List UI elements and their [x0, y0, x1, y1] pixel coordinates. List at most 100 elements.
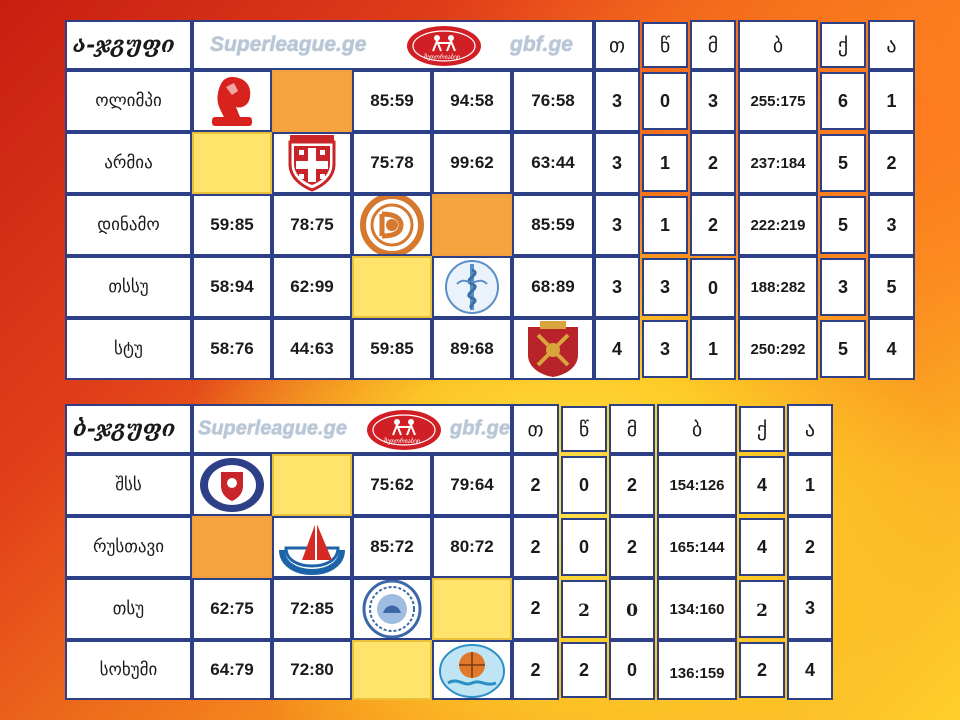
tssu-medical-logo-icon: [432, 256, 512, 318]
diagonal-cell: [432, 578, 512, 640]
header-points-diff: ბ: [657, 404, 737, 454]
team-name: ოლიმპი: [65, 70, 192, 132]
score-cell: 58:76: [192, 318, 272, 380]
stat-place: 2: [868, 132, 915, 194]
stat-points: 2: [739, 580, 785, 638]
score-cell: 80:72: [432, 516, 512, 578]
stat-place: 1: [868, 70, 915, 132]
stat-place: 2: [787, 516, 833, 578]
stat-lost: 2: [609, 454, 655, 516]
header-points-diff: ბ: [738, 20, 818, 70]
diagonal-cell: [192, 132, 272, 194]
stat-place: 3: [787, 578, 833, 640]
shss-police-emblem-icon: [192, 454, 272, 516]
score-cell: 75:78: [352, 132, 432, 194]
stat-points-diff: 255:175: [738, 70, 818, 132]
stat-lost: 2: [690, 194, 736, 256]
header-won: წ: [642, 22, 688, 68]
score-cell: 85:59: [512, 194, 594, 256]
stat-lost: 0: [609, 640, 655, 700]
score-cell: 72:80: [272, 640, 352, 700]
stat-lost: 2: [690, 132, 736, 194]
stat-points: 3: [820, 258, 866, 316]
stat-won: 0: [642, 72, 688, 130]
gbf-site-label: gbf.ge: [510, 33, 573, 56]
diagonal-cell: [192, 516, 272, 578]
tsu-university-seal-icon: [352, 578, 432, 640]
stat-points-diff: 134:160: [657, 578, 737, 640]
header-won: წ: [561, 406, 607, 452]
stat-played: 2: [512, 516, 559, 578]
team-name: არმია: [65, 132, 192, 194]
score-cell: 72:85: [272, 578, 352, 640]
stat-points-diff: 165:144: [657, 516, 737, 578]
diagonal-cell: [352, 640, 432, 700]
stat-points-diff: 136:159: [657, 640, 737, 700]
stat-won: 0: [561, 518, 607, 576]
superleague-site-label: Superleague.ge: [198, 417, 347, 440]
group-b-title: ბ-ჯგუფი: [65, 404, 192, 454]
stat-points-diff: 237:184: [738, 132, 818, 194]
emblem-caption: მეფორიაბეი: [384, 438, 421, 445]
team-name: შსს: [65, 454, 192, 516]
stat-points: 5: [820, 320, 866, 378]
score-cell: 94:58: [432, 70, 512, 132]
stat-played: 3: [594, 194, 640, 256]
score-cell: 44:63: [272, 318, 352, 380]
diagonal-cell: [272, 454, 352, 516]
stat-points: 6: [820, 72, 866, 130]
score-cell: 78:75: [272, 194, 352, 256]
stu-university-emblem-icon: [512, 318, 594, 380]
score-cell: 79:64: [432, 454, 512, 516]
stat-played: 3: [594, 256, 640, 318]
stat-points-diff: 154:126: [657, 454, 737, 516]
header-played: თ: [594, 20, 640, 70]
diagonal-cell: [272, 70, 352, 132]
stat-played: 4: [594, 318, 640, 380]
stat-played: 2: [512, 454, 559, 516]
team-name: თსუ: [65, 578, 192, 640]
stat-lost: 0: [690, 258, 736, 318]
stat-place: 5: [868, 256, 915, 318]
score-cell: 63:44: [512, 132, 594, 194]
header-place: ა: [787, 404, 833, 454]
emblem-caption: მეფორიაბეი: [424, 54, 461, 61]
diagonal-cell: [432, 194, 512, 256]
gbf-site-label: gbf.ge: [450, 417, 510, 440]
team-name: დინამო: [65, 194, 192, 256]
team-name: თსსუ: [65, 256, 192, 318]
team-name: სტუ: [65, 318, 192, 380]
stat-played: 3: [594, 70, 640, 132]
stat-won: 1: [642, 134, 688, 192]
federation-emblem-icon: [406, 25, 482, 67]
score-cell: 62:75: [192, 578, 272, 640]
armia-cross-shield-logo-icon: [272, 132, 352, 194]
stat-played: 2: [512, 640, 559, 700]
group-a-banner: Superleague.ge მეფორიაბეი gbf.ge: [192, 20, 594, 70]
stat-points-diff: 188:282: [738, 256, 818, 318]
score-cell: 59:85: [192, 194, 272, 256]
header-points: ქ: [820, 22, 866, 68]
score-cell: 75:62: [352, 454, 432, 516]
olimpi-lion-logo-icon: [192, 70, 272, 132]
header-lost: მ: [609, 404, 655, 454]
stat-points-diff: 250:292: [738, 318, 818, 380]
score-cell: 64:79: [192, 640, 272, 700]
stat-won: 0: [561, 456, 607, 514]
stat-points: 2: [739, 642, 785, 698]
score-cell: 89:68: [432, 318, 512, 380]
group-a-title: ა-ჯგუფი: [65, 20, 192, 70]
score-cell: 68:89: [512, 256, 594, 318]
stat-won: 3: [642, 258, 688, 316]
stat-won: 3: [642, 320, 688, 378]
sokhumi-ball-logo-icon: [432, 640, 512, 700]
score-cell: 99:62: [432, 132, 512, 194]
stat-points: 4: [739, 518, 785, 576]
header-points: ქ: [739, 406, 785, 452]
stat-points: 4: [739, 456, 785, 514]
stat-place: 1: [787, 454, 833, 516]
federation-emblem-icon: [366, 409, 442, 451]
diagonal-cell: [352, 256, 432, 318]
header-place: ა: [868, 20, 915, 70]
score-cell: 58:94: [192, 256, 272, 318]
